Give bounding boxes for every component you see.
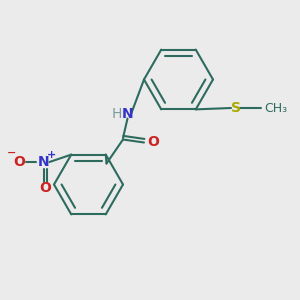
Text: O: O	[147, 136, 159, 149]
Text: O: O	[14, 155, 26, 169]
Text: N: N	[38, 155, 49, 169]
Text: O: O	[39, 181, 51, 194]
Text: −: −	[7, 148, 17, 158]
Text: CH₃: CH₃	[264, 101, 287, 115]
Text: +: +	[47, 150, 56, 161]
Text: S: S	[230, 101, 241, 115]
Text: H: H	[112, 107, 122, 121]
Text: N: N	[122, 107, 133, 121]
